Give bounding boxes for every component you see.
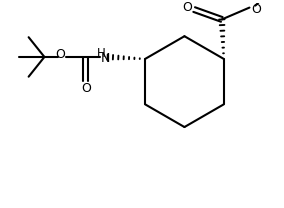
Text: O: O xyxy=(251,3,261,16)
Text: H: H xyxy=(97,47,106,59)
Text: O: O xyxy=(182,1,192,14)
Text: N: N xyxy=(101,52,110,66)
Text: O: O xyxy=(55,48,65,62)
Text: O: O xyxy=(81,82,91,95)
